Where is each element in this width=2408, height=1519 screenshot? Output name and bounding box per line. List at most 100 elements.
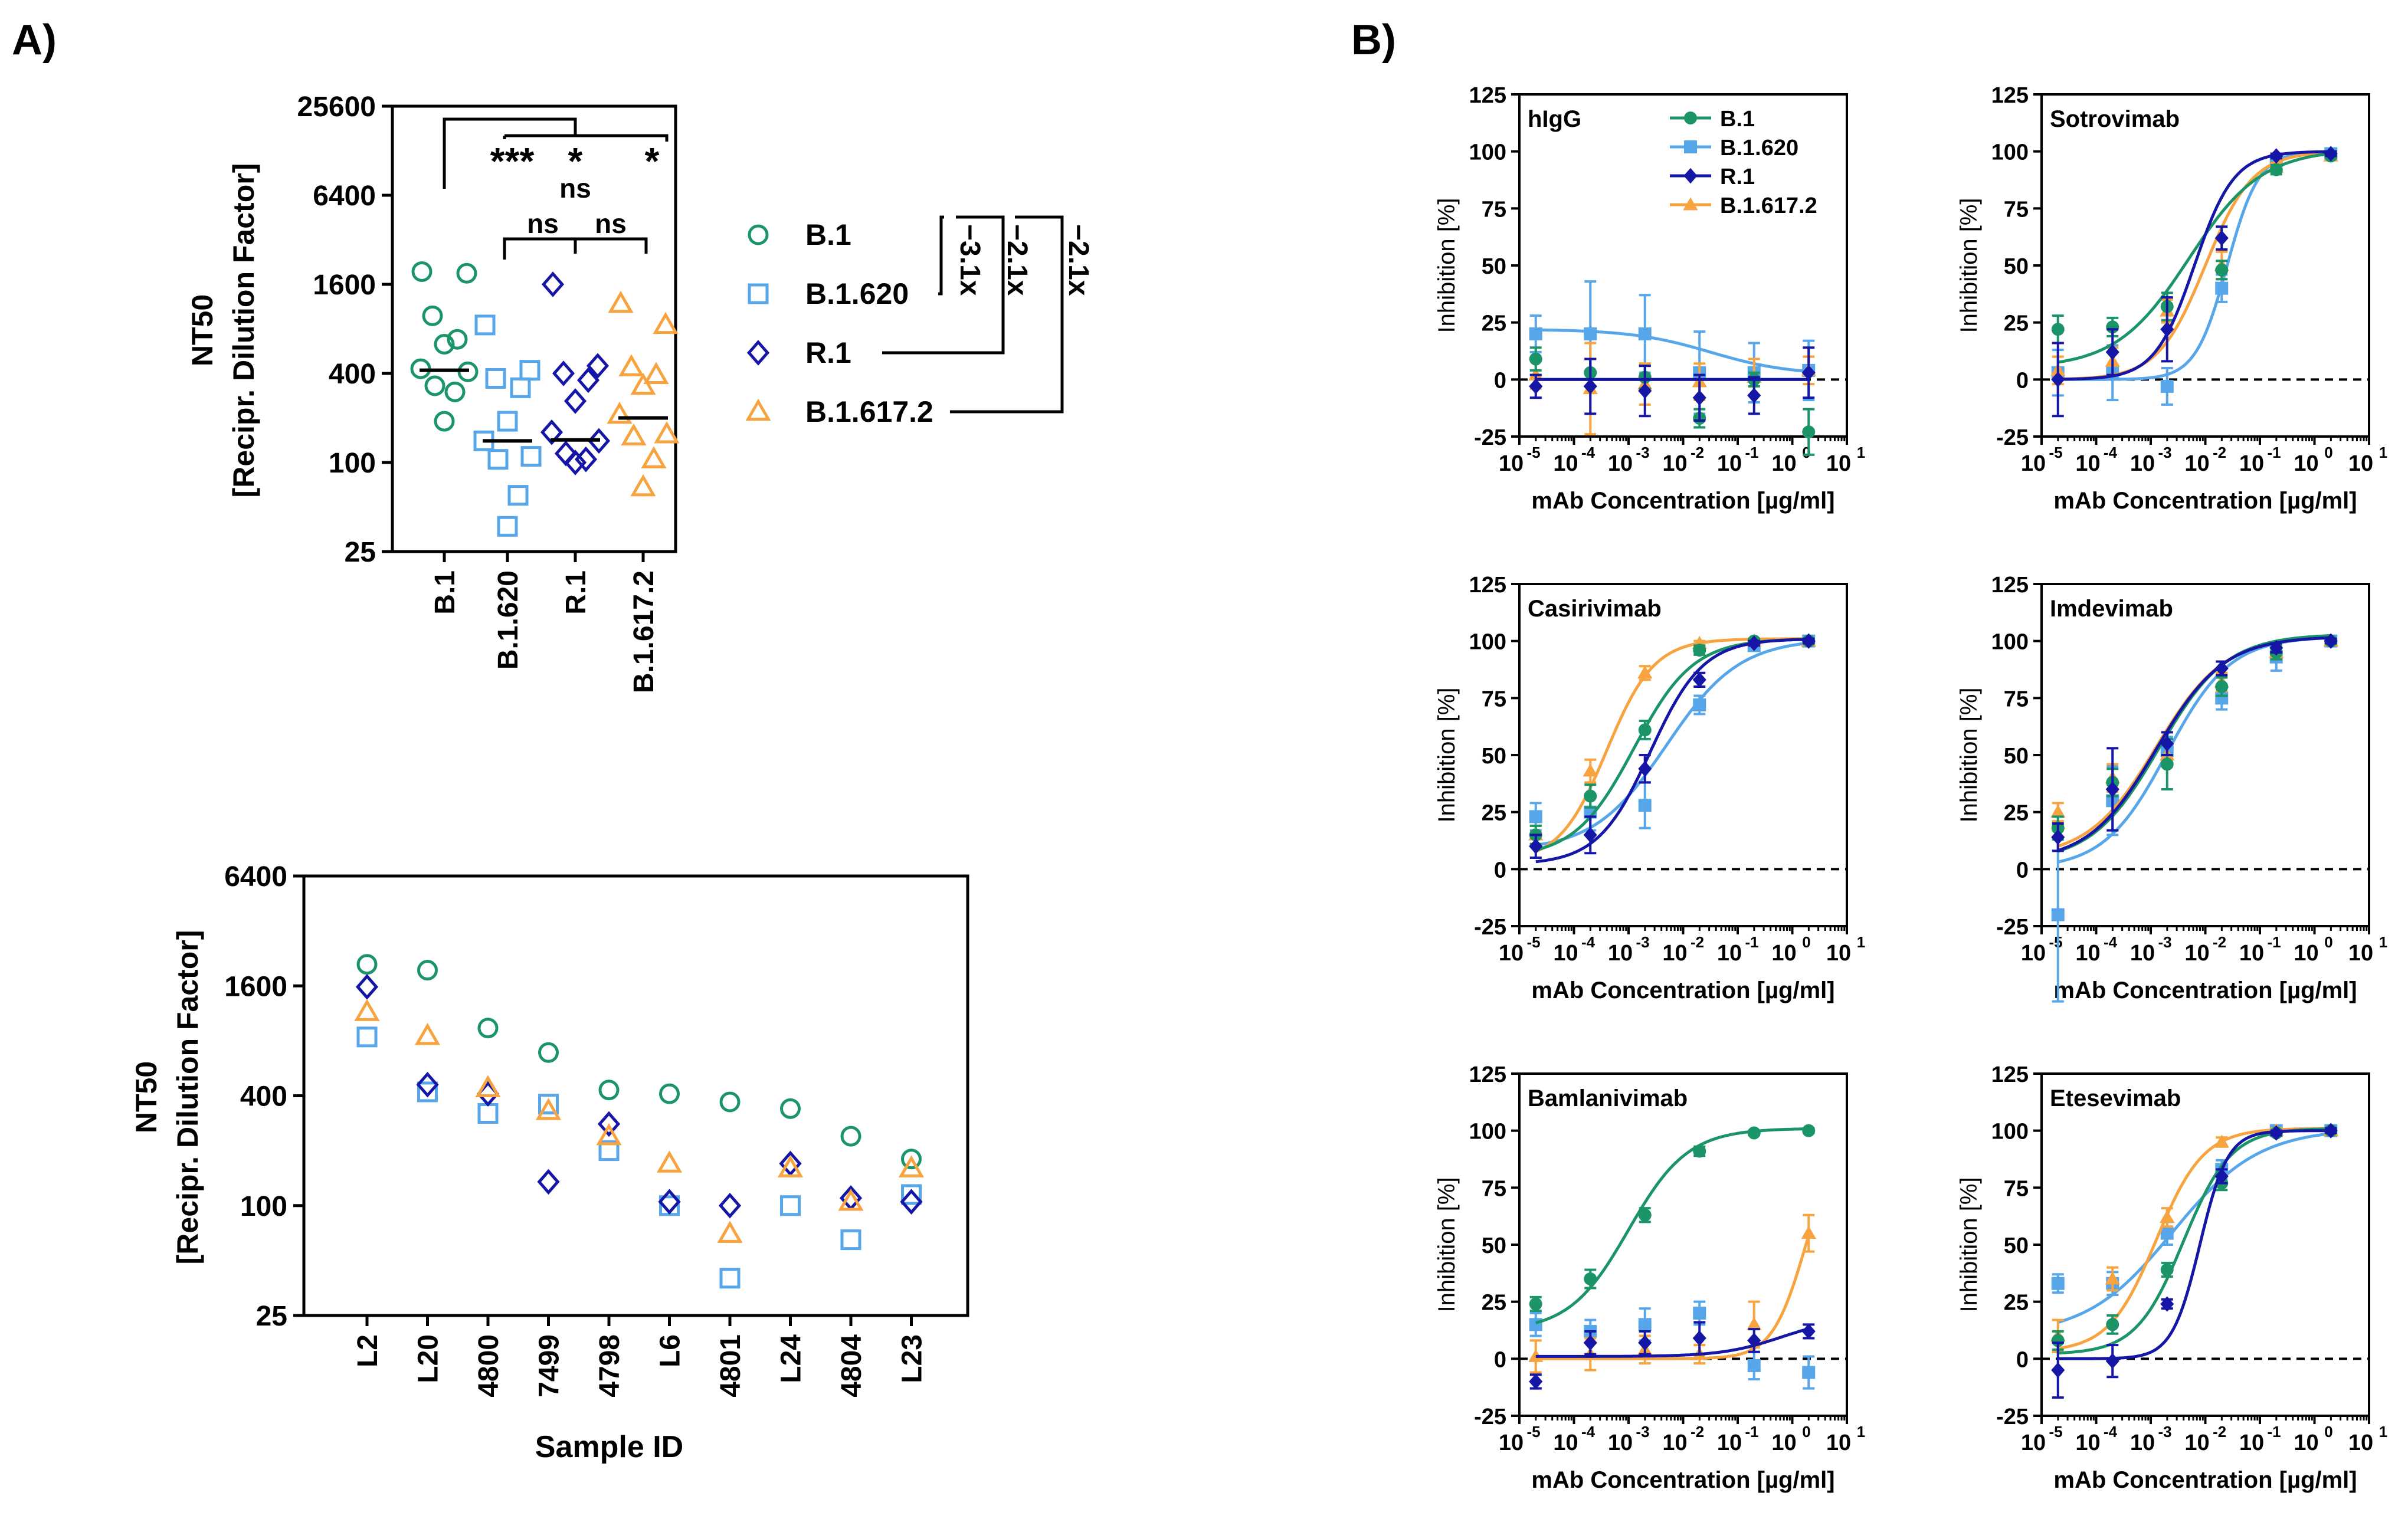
x-tick-label: 7499 xyxy=(534,1334,565,1397)
data-point-B.1.620 xyxy=(1638,799,1652,812)
y-tick-label: 0 xyxy=(1494,858,1506,882)
y-tick-label: 25600 xyxy=(297,91,376,123)
data-point-B.1.620 xyxy=(510,377,531,398)
data-point-B.1.617.2 xyxy=(1637,665,1653,679)
x-tick-label: 10 xyxy=(2021,451,2046,476)
fold-change-label: −3.1x xyxy=(954,224,985,296)
x-tick-exponent: 0 xyxy=(2324,933,2332,951)
x-tick-exponent: -2 xyxy=(2213,444,2226,461)
data-point-B.1 xyxy=(356,954,378,975)
y-tick-label: 100 xyxy=(1991,140,2029,165)
data-point-B.1 xyxy=(1584,789,1597,803)
data-point-R.1 xyxy=(563,388,587,414)
y-tick-label: 0 xyxy=(2016,858,2029,882)
data-point-R.1 xyxy=(1583,827,1597,843)
data-point-B.1.617.2 xyxy=(621,423,647,446)
x-tick-exponent: -2 xyxy=(1690,933,1704,951)
fit-curve-R.1 xyxy=(1535,1327,1809,1358)
data-point-B.1.620 xyxy=(2160,379,2174,393)
data-point-B.1.620 xyxy=(1638,1318,1652,1331)
legend-marker-B.1.617.2 xyxy=(745,398,771,421)
x-tick-label: 10 xyxy=(2130,451,2155,476)
y-tick-label: 25 xyxy=(1482,311,1506,336)
x-tick-label: 10 xyxy=(2075,941,2100,966)
data-point-B.1.620 xyxy=(1584,327,1597,340)
y-tick-label: -25 xyxy=(1996,1405,2029,1429)
data-point-B.1.617.2 xyxy=(630,474,656,497)
x-tick-label: 10 xyxy=(1499,451,1524,476)
data-point-R.1 xyxy=(586,353,610,379)
y-tick-label: 75 xyxy=(2004,687,2029,711)
data-point-B.1.620 xyxy=(2215,281,2229,295)
y-tick-label: 75 xyxy=(2004,1176,2029,1201)
fit-curve-B.1.617.2 xyxy=(2058,1127,2331,1350)
legend-marker-B.1.620 xyxy=(748,283,769,304)
chart-title: Casirivimab xyxy=(1528,596,1662,622)
fit-curve-B.1 xyxy=(2058,152,2331,364)
data-point-R.1 xyxy=(541,271,565,297)
x-tick-label: 10 xyxy=(1553,451,1578,476)
x-tick-label: 10 xyxy=(2239,1431,2264,1455)
x-tick-label: 10 xyxy=(2348,1431,2373,1455)
x-tick-label: 10 xyxy=(2184,1431,2209,1455)
data-point-B.1 xyxy=(780,1098,801,1119)
x-tick-exponent: -5 xyxy=(1526,1423,1540,1441)
y-tick-label: 50 xyxy=(2004,744,2029,769)
x-tick-label: 10 xyxy=(2184,451,2209,476)
fit-curve-B.1.620 xyxy=(1535,641,1809,847)
x-axis-label: mAb Concentration [µg/ml] xyxy=(2053,488,2357,514)
data-point-B.1 xyxy=(1584,1272,1597,1285)
data-point-R.1 xyxy=(597,1111,621,1137)
data-point-B.1.617.2 xyxy=(1583,763,1598,777)
data-point-B.1 xyxy=(1638,1208,1652,1222)
data-point-B.1 xyxy=(901,1149,922,1170)
x-tick-exponent: -3 xyxy=(1636,1423,1649,1441)
x-tick-label: L20 xyxy=(413,1334,444,1383)
data-point-B.1.620 xyxy=(519,360,540,381)
legend-label: B.1 xyxy=(1720,107,1755,132)
x-tick-exponent: -4 xyxy=(2104,933,2118,951)
data-point-R.1 xyxy=(587,428,611,454)
data-point-B.1 xyxy=(1802,1124,1816,1137)
x-tick-exponent: -2 xyxy=(2213,933,2226,951)
plot-frame xyxy=(1518,583,1848,927)
data-point-R.1 xyxy=(1692,1330,1706,1346)
data-point-B.1.620 xyxy=(780,1195,801,1216)
data-point-R.1 xyxy=(2324,633,2338,649)
fit-curve-R.1 xyxy=(2058,1129,2331,1360)
y-tick-label: 125 xyxy=(1469,1062,1506,1087)
y-tick-label: 125 xyxy=(1991,573,2029,598)
data-point-R.1 xyxy=(1692,390,1706,406)
data-point-R.1 xyxy=(2105,781,2119,798)
y-axis-label-line1: NT50 xyxy=(186,294,219,366)
x-tick-label: 10 xyxy=(2075,451,2100,476)
data-point-R.1 xyxy=(2051,1362,2065,1378)
data-point-R.1 xyxy=(2269,640,2283,656)
data-point-B.1.617.2 xyxy=(838,1188,864,1211)
legend-marker-R.1 xyxy=(746,340,770,366)
y-tick-label: -25 xyxy=(1996,915,2029,940)
y-tick-label: 0 xyxy=(2016,368,2029,393)
x-tick-label: 10 xyxy=(1662,941,1687,966)
x-tick-label: 10 xyxy=(1717,1431,1742,1455)
x-tick-label: 10 xyxy=(2021,941,2046,966)
y-tick-label: 100 xyxy=(1991,1120,2029,1144)
x-tick-label: 10 xyxy=(1608,1431,1633,1455)
data-point-B.1 xyxy=(659,1083,680,1104)
chart-title: Sotrovimab xyxy=(2050,106,2180,132)
data-point-R.1 xyxy=(2214,230,2229,246)
data-point-B.1 xyxy=(1693,1144,1706,1158)
y-tick-label: 100 xyxy=(329,448,376,479)
legend-label: B.1.617.2 xyxy=(1720,193,1817,218)
data-point-B.1 xyxy=(1529,1297,1542,1311)
x-tick-exponent: -4 xyxy=(1581,1423,1595,1441)
x-tick-exponent: 1 xyxy=(2379,1423,2387,1441)
x-tick-exponent: -5 xyxy=(2049,1423,2062,1441)
x-tick-exponent: -5 xyxy=(1526,444,1540,461)
legend-marker-R.1 xyxy=(1683,168,1698,184)
x-tick-label: 4798 xyxy=(594,1334,625,1397)
data-point-B.1 xyxy=(2051,323,2065,336)
